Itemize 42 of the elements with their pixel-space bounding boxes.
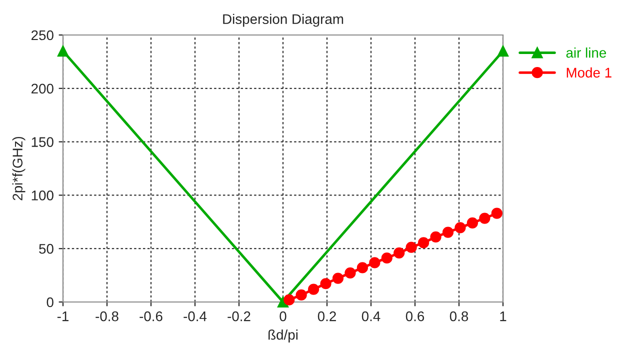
point	[479, 212, 490, 224]
point	[296, 289, 307, 301]
point	[442, 226, 454, 238]
y-tick-label: 250	[32, 30, 54, 40]
point	[320, 278, 332, 290]
point	[491, 208, 502, 219]
point	[430, 231, 442, 243]
point	[394, 247, 405, 259]
y-tick-label: 50	[39, 244, 54, 254]
x-tick-label: -1	[57, 312, 68, 322]
x-tick-label: 0.4	[362, 311, 380, 322]
point	[356, 262, 368, 274]
legend-label: air line	[566, 48, 606, 58]
point	[497, 45, 509, 57]
point	[57, 45, 69, 57]
point	[332, 272, 344, 284]
x-tick-label: 1	[500, 312, 506, 322]
x-axis-title: ßd/pi	[268, 330, 298, 342]
legend-label: Mode 1	[566, 67, 612, 78]
y-tick-label: 200	[32, 84, 54, 94]
point	[454, 222, 466, 234]
point	[381, 252, 392, 264]
point	[418, 237, 430, 248]
x-tick-label: -0.8	[96, 311, 118, 322]
x-tick-label: -0.4	[184, 311, 207, 322]
x-tick-label: 0	[280, 311, 286, 322]
x-tick-label: 0.6	[406, 311, 424, 322]
x-tick-label: -0.6	[140, 311, 162, 322]
x-tick-label: 0.8	[450, 311, 468, 322]
y-tick-label: 0	[46, 297, 54, 308]
y-tick-label: 150	[32, 137, 54, 147]
point	[406, 242, 417, 253]
point	[344, 267, 356, 279]
point	[369, 257, 380, 268]
chart-title: Dispersion Diagram	[223, 14, 344, 27]
point	[466, 217, 478, 229]
y-tick-label: 100	[32, 190, 54, 200]
x-tick-label: 0.2	[318, 311, 336, 322]
y-axis-title: 2pi*f(GHz)	[12, 136, 26, 200]
point	[308, 284, 320, 295]
x-tick-label: -0.2	[228, 311, 250, 322]
point	[284, 294, 295, 306]
